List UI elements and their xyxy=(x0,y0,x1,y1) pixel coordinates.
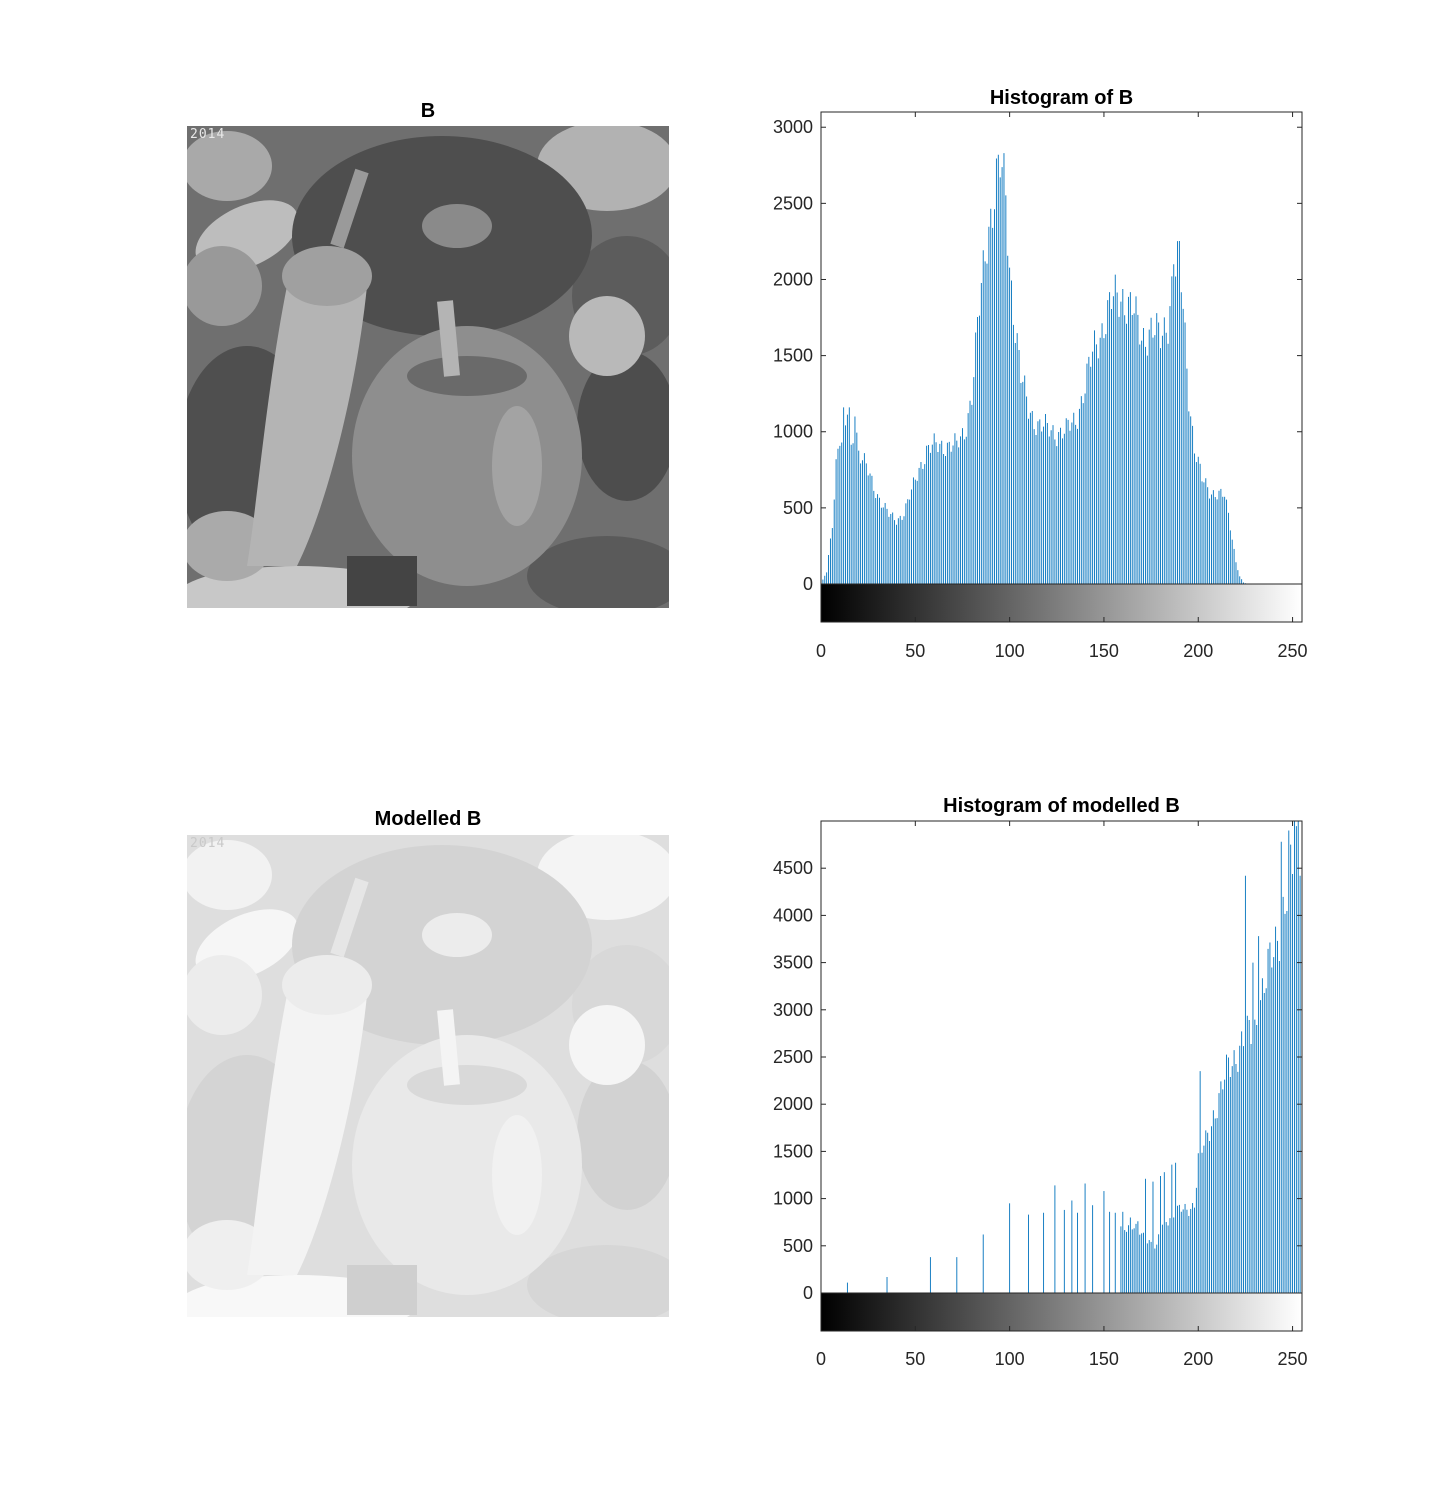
image-title-modelled-b: Modelled B xyxy=(374,808,482,830)
y-tick-label: 1500 xyxy=(773,1141,813,1161)
x-tick-label: 0 xyxy=(816,1349,826,1369)
image-title-b: B xyxy=(420,100,436,122)
image-b: 2014 xyxy=(187,126,669,608)
grayscale-colorbar xyxy=(821,1293,1302,1331)
y-tick-label: 2500 xyxy=(773,1047,813,1067)
y-tick-label: 500 xyxy=(783,498,813,518)
axes-box xyxy=(820,820,1303,1332)
y-tick-label: 0 xyxy=(803,1283,813,1303)
y-tick-label: 1000 xyxy=(773,1189,813,1209)
image-stamp-b: 2014 xyxy=(190,127,226,142)
x-tick-label: 250 xyxy=(1278,641,1308,661)
x-tick-label: 200 xyxy=(1183,1349,1213,1369)
y-tick-label: 2500 xyxy=(773,193,813,213)
x-tick-label: 150 xyxy=(1089,1349,1119,1369)
peppers-image xyxy=(187,126,669,608)
x-tick-label: 200 xyxy=(1183,641,1213,661)
y-tick-label: 1000 xyxy=(773,422,813,442)
y-tick-label: 2000 xyxy=(773,1094,813,1114)
y-tick-label: 4000 xyxy=(773,905,813,925)
image-stamp-modelled-b: 2014 xyxy=(190,836,226,851)
x-tick-label: 150 xyxy=(1089,641,1119,661)
y-tick-label: 3000 xyxy=(773,117,813,137)
x-tick-label: 0 xyxy=(816,641,826,661)
x-tick-label: 250 xyxy=(1278,1349,1308,1369)
y-tick-label: 3000 xyxy=(773,1000,813,1020)
y-tick-label: 2000 xyxy=(773,269,813,289)
histogram-of-b: 0 500 1000 1500 2000 2500 3000 0 50 100 150 200 250 H… xyxy=(773,87,1308,661)
y-tick-label: 1500 xyxy=(773,346,813,366)
x-tick-label: 50 xyxy=(905,1349,925,1369)
x-tick-label: 100 xyxy=(995,1349,1025,1369)
x-tick-label: 100 xyxy=(995,641,1025,661)
y-tick-label: 0 xyxy=(803,574,813,594)
y-tick-label: 3500 xyxy=(773,953,813,973)
image-modelled-b: 2014 xyxy=(187,835,669,1317)
grayscale-colorbar xyxy=(821,584,1302,622)
peppers-modelled-image xyxy=(187,835,669,1317)
chart-title: Histogram of B xyxy=(990,87,1133,109)
x-tick-label: 50 xyxy=(905,641,925,661)
y-tick-label: 500 xyxy=(783,1236,813,1256)
axes-box xyxy=(820,111,1303,623)
y-tick-label: 4500 xyxy=(773,858,813,878)
histogram-of-modelled-b: 0 500 1000 1500 2000 2500 3000 3500 4000 4500 0 50 1… xyxy=(773,795,1308,1369)
chart-title: Histogram of modelled B xyxy=(943,795,1180,817)
